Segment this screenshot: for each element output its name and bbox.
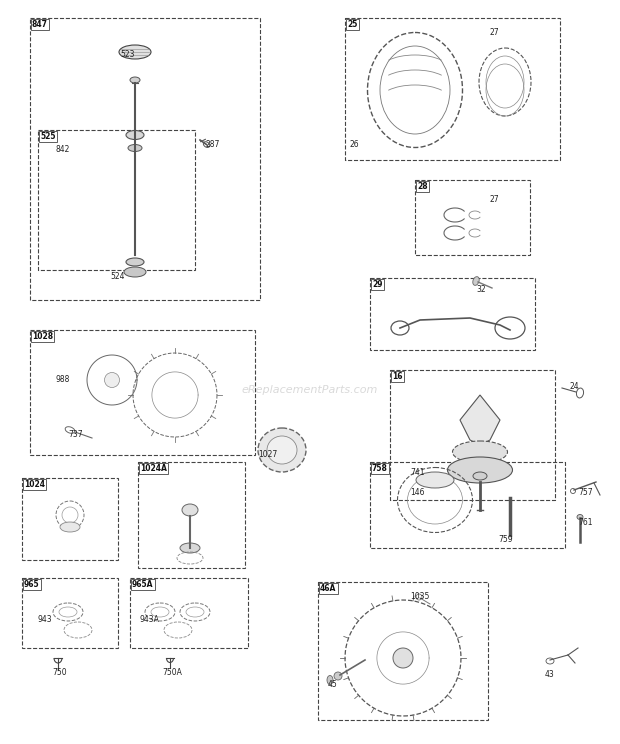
Bar xyxy=(22,578,118,648)
Bar xyxy=(138,462,245,568)
Ellipse shape xyxy=(130,77,140,83)
Text: 1035: 1035 xyxy=(410,592,430,601)
Text: 524: 524 xyxy=(110,272,125,281)
Ellipse shape xyxy=(327,676,333,684)
Text: 26: 26 xyxy=(350,140,360,149)
Text: 847: 847 xyxy=(32,20,48,29)
Ellipse shape xyxy=(473,277,479,286)
Text: 25: 25 xyxy=(347,20,357,29)
Bar xyxy=(318,582,488,720)
Text: 988: 988 xyxy=(55,375,69,384)
Bar xyxy=(22,478,118,560)
Bar xyxy=(130,578,248,648)
Ellipse shape xyxy=(267,436,297,464)
Bar xyxy=(30,18,260,300)
Text: 965: 965 xyxy=(24,580,40,589)
Text: 750A: 750A xyxy=(162,668,182,677)
Bar xyxy=(370,462,565,548)
Text: 146: 146 xyxy=(410,488,425,497)
Text: 761: 761 xyxy=(578,518,593,527)
Text: 28: 28 xyxy=(417,182,428,191)
Text: 943: 943 xyxy=(38,615,53,624)
Text: 943A: 943A xyxy=(140,615,160,624)
Text: 965A: 965A xyxy=(132,580,154,589)
Ellipse shape xyxy=(180,543,200,553)
Bar xyxy=(370,278,535,350)
Bar xyxy=(415,180,530,255)
Text: eReplacementParts.com: eReplacementParts.com xyxy=(242,385,378,395)
Text: 1028: 1028 xyxy=(32,332,53,341)
Ellipse shape xyxy=(416,472,454,488)
Text: 27: 27 xyxy=(490,28,500,37)
Text: 842: 842 xyxy=(55,145,69,154)
Bar xyxy=(390,370,555,500)
Ellipse shape xyxy=(334,672,342,680)
Ellipse shape xyxy=(105,373,120,388)
Ellipse shape xyxy=(126,130,144,139)
Ellipse shape xyxy=(258,428,306,472)
Ellipse shape xyxy=(60,522,80,532)
Text: 757: 757 xyxy=(578,488,593,497)
Text: 1027: 1027 xyxy=(258,450,277,459)
Text: 27: 27 xyxy=(490,195,500,204)
Ellipse shape xyxy=(577,515,583,519)
Bar xyxy=(38,130,195,270)
Text: 759: 759 xyxy=(498,535,513,544)
Ellipse shape xyxy=(119,45,151,59)
Polygon shape xyxy=(460,395,500,445)
Text: 737: 737 xyxy=(68,430,82,439)
Text: 750: 750 xyxy=(52,668,66,677)
Text: 29: 29 xyxy=(372,280,383,289)
Text: 16: 16 xyxy=(392,372,402,381)
Ellipse shape xyxy=(393,648,413,668)
Text: 46A: 46A xyxy=(320,584,337,593)
Ellipse shape xyxy=(126,258,144,266)
Bar xyxy=(30,330,255,455)
Text: 45: 45 xyxy=(328,680,338,689)
Bar xyxy=(345,18,560,160)
Text: 741: 741 xyxy=(410,468,425,477)
Ellipse shape xyxy=(128,144,142,152)
Text: 24: 24 xyxy=(570,382,580,391)
Text: 287: 287 xyxy=(205,140,219,149)
Text: 43: 43 xyxy=(545,670,555,679)
Ellipse shape xyxy=(453,441,508,463)
Ellipse shape xyxy=(124,267,146,277)
Ellipse shape xyxy=(182,504,198,516)
Ellipse shape xyxy=(473,472,487,480)
Text: 525: 525 xyxy=(40,132,56,141)
Text: 523: 523 xyxy=(120,50,135,59)
Text: 758: 758 xyxy=(372,464,388,473)
Text: 32: 32 xyxy=(476,285,485,294)
Text: 1024: 1024 xyxy=(24,480,45,489)
Ellipse shape xyxy=(448,457,513,483)
Text: 1024A: 1024A xyxy=(140,464,167,473)
